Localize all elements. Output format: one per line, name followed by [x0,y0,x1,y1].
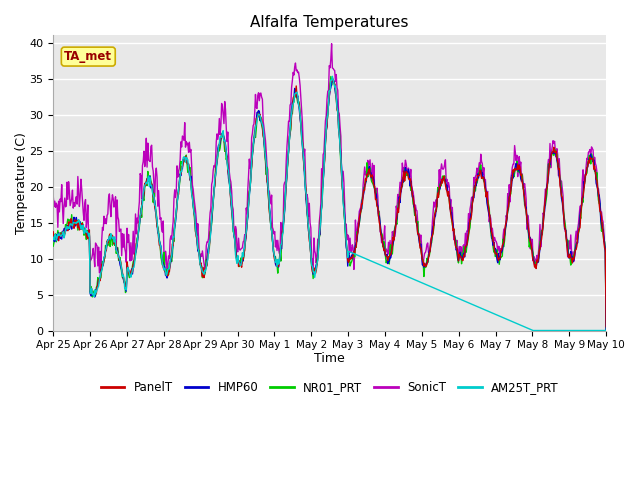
Text: TA_met: TA_met [64,50,112,63]
Y-axis label: Temperature (C): Temperature (C) [15,132,28,234]
Title: Alfalfa Temperatures: Alfalfa Temperatures [250,15,409,30]
X-axis label: Time: Time [314,352,345,365]
Legend: PanelT, HMP60, NR01_PRT, SonicT, AM25T_PRT: PanelT, HMP60, NR01_PRT, SonicT, AM25T_P… [96,376,563,398]
